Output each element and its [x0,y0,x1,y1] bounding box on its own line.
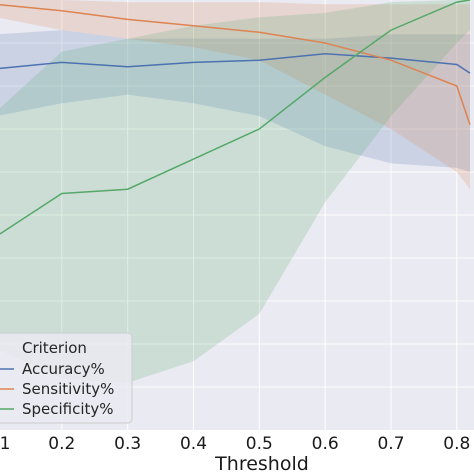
line-accuracy [0,53,471,74]
x-tick-label-5: 0.6 [312,434,339,454]
x-tick-label-0: 1 [0,434,10,454]
x-tick-label-4: 0.5 [246,434,273,454]
series-lines [0,0,471,235]
line-sensitivity [0,3,471,125]
line-specificity [0,0,471,235]
x-tick-labels: 1 0.2 0.3 0.4 0.5 0.6 0.7 0.8 [0,434,470,454]
legend-label-sensitivity: Sensitivity% [22,380,114,398]
legend-label-accuracy: Accuracy% [22,360,105,378]
x-tick-label-2: 0.3 [114,434,141,454]
x-tick-label-1: 0.2 [48,434,75,454]
band-sensitivity [0,0,470,190]
legend-title: Criterion [22,339,87,357]
x-tick-label-3: 0.4 [180,434,207,454]
legend-label-specificity: Specificity% [22,400,114,418]
x-tick-label-6: 0.7 [377,434,404,454]
x-axis-label: Threshold [214,453,309,474]
legend: Criterion Accuracy% Sensitivity% Specifi… [0,332,133,424]
legend-box [0,332,133,424]
band-specificity [0,0,470,383]
x-tick-label-7: 0.8 [443,434,470,454]
